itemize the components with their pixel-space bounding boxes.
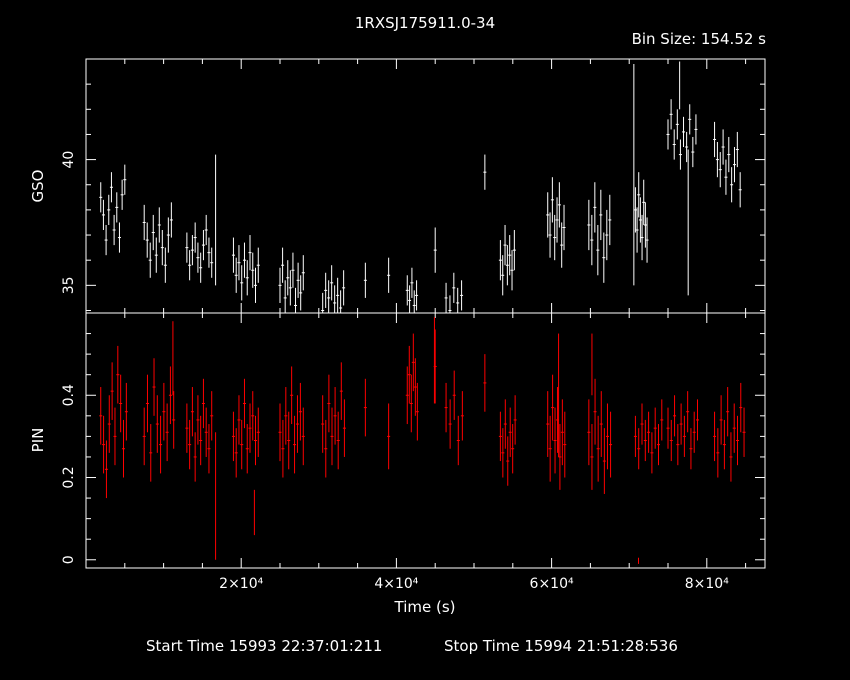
figure-title: 1RXSJ175911.0-34: [355, 14, 495, 32]
x-axis-label: Time (s): [394, 598, 456, 616]
pin-panel-frame: [85, 312, 766, 569]
pin-y-axis-label: PIN: [29, 428, 47, 453]
start-time-label: Start Time 15993 22:37:01:211: [146, 637, 382, 655]
pin-x-tick-label: 6×10⁴: [530, 576, 574, 592]
gso-y-tick-label: 40: [61, 151, 77, 169]
pin-data-points: [99, 317, 746, 564]
pin-y-tick-label: 0: [61, 555, 77, 564]
pin-x-tick-label: 4×10⁴: [374, 576, 418, 592]
gso-y-axis-label: GSO: [29, 170, 47, 203]
pin-y-tick-label: 0.4: [61, 384, 77, 406]
gso-y-tick-label: 35: [61, 276, 77, 294]
stop-time-label: Stop Time 15994 21:51:28:536: [444, 637, 678, 655]
gso-data-points: [99, 61, 742, 313]
bin-size-label: Bin Size: 154.52 s: [632, 30, 767, 48]
pin-axis-ticks: 2×10⁴ 4×10⁴ 6×10⁴ 8×10⁴ 0 0.2 0.4: [61, 312, 765, 592]
pin-panel: 2×10⁴ 4×10⁴ 6×10⁴ 8×10⁴ 0 0.2 0.4 PIN: [29, 312, 766, 592]
pin-x-tick-label: 8×10⁴: [685, 576, 729, 592]
gso-axis-ticks: 35 40: [61, 58, 765, 313]
pin-y-tick-label: 0.2: [61, 466, 77, 488]
gso-panel: 35 40 GSO: [29, 58, 766, 314]
pin-x-tick-label: 2×10⁴: [219, 576, 263, 592]
